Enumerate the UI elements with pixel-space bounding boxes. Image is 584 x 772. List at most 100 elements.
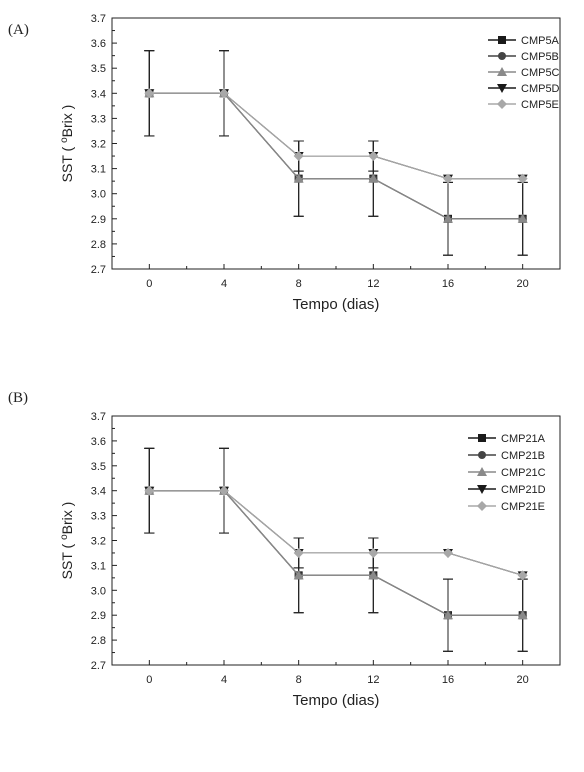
- chart-a-ytick-label: 2.8: [91, 239, 106, 251]
- chart-a-data-point: [293, 151, 304, 162]
- chart-a-legend-marker: [498, 36, 506, 44]
- chart-a-data-point: [368, 173, 379, 183]
- chart-b-data-point: [443, 547, 453, 558]
- chart-b-series-CMP21D: [144, 447, 528, 581]
- chart-a-xtick-label: 20: [517, 278, 529, 290]
- chart-a-ytick-label: 3.7: [91, 13, 106, 25]
- chart-b-xtick-label: 4: [221, 674, 227, 686]
- chart-a-data-point: [517, 213, 528, 223]
- chart-panel-b: (B) 2.7 2.8 2.9 3.0 3.1 3.2 3.3 3.4 3.5 3.6 3.7 0 4 8…: [0, 386, 584, 772]
- chart-a-ylabel: SST ( oBrix ): [59, 105, 75, 183]
- chart-b-xlabel: Tempo (dias): [293, 692, 380, 709]
- chart-a-legend-marker: [497, 84, 507, 93]
- chart-a-xlabel: Tempo (dias): [293, 296, 380, 313]
- chart-a-series-CMP5A: [144, 50, 528, 256]
- chart-a-ytick-label: 3.3: [91, 113, 106, 125]
- chart-b-legend-marker: [478, 451, 486, 459]
- chart-b-plot-frame: [111, 415, 561, 666]
- chart-b-ytick-label: 3.5: [91, 461, 106, 473]
- chart-a-series-CMP5C: [144, 50, 528, 256]
- chart-b-ytick-label: 3.3: [91, 511, 106, 523]
- chart-b-legend-label: CMP21E: [501, 501, 545, 513]
- chart-a-legend-marker: [497, 99, 507, 109]
- chart-b-series-CMP21E: [144, 447, 528, 581]
- chart-b-ytick-label: 2.7: [91, 660, 106, 672]
- chart-b-data-point: [443, 610, 453, 620]
- chart-b-series-CMP21C: [144, 447, 528, 652]
- chart-a-legend-marker: [498, 52, 506, 60]
- chart-b-ytick-label: 3.2: [91, 536, 106, 548]
- chart-a-ytick-label: 3.2: [91, 139, 106, 151]
- chart-a-legend-label: CMP5E: [521, 99, 559, 111]
- chart-b-legend-label: CMP21B: [501, 450, 545, 462]
- chart-b-xtick-label: 16: [442, 674, 454, 686]
- panel-label-a: (A): [8, 22, 29, 38]
- chart-a-data-point: [443, 213, 453, 223]
- panel-label-b: (B): [8, 390, 28, 406]
- chart-a-series-CMP5B: [144, 50, 528, 256]
- chart-a-ytick-label: 3.6: [91, 38, 106, 50]
- chart-a-data-point: [293, 173, 304, 183]
- chart-b-ytick-label: 3.1: [91, 560, 106, 572]
- chart-a-legend-label: CMP5D: [521, 83, 560, 95]
- chart-b-svg: 2.7 2.8 2.9 3.0 3.1 3.2 3.3 3.4 3.5 3.6 3.7 0 4 8 12 16…: [59, 411, 561, 709]
- chart-b-data-point: [293, 547, 304, 558]
- chart-b-ytick-label: 3.4: [91, 486, 106, 498]
- chart-b-legend: CMP21A CMP21B CMP21C CMP21D CMP21E: [468, 433, 546, 513]
- chart-a-series-CMP5E: [144, 50, 528, 184]
- chart-a-data-point: [144, 88, 155, 99]
- chart-a-ytick-label: 3.1: [91, 164, 106, 176]
- chart-b-legend-label: CMP21A: [501, 433, 546, 445]
- chart-a-data-point: [443, 173, 453, 184]
- chart-a-ytick-label: 3.0: [91, 189, 106, 201]
- chart-b-ytick-label: 2.8: [91, 635, 106, 647]
- chart-a-xtick-label: 12: [367, 278, 379, 290]
- chart-b-series-line: [149, 490, 523, 576]
- chart-b-legend-label: CMP21D: [501, 484, 546, 496]
- chart-a-data-point: [219, 88, 229, 99]
- chart-b-series-line: [149, 490, 523, 576]
- chart-a-ytick-label: 2.7: [91, 264, 106, 276]
- chart-b-series-CMP21B: [144, 447, 528, 652]
- chart-a-ytick-label: 2.9: [91, 214, 106, 226]
- chart-a-legend-label: CMP5B: [521, 51, 559, 63]
- chart-b-data-point: [144, 485, 155, 496]
- chart-b-legend-label: CMP21C: [501, 467, 546, 479]
- chart-a-xtick-label: 0: [146, 278, 152, 290]
- chart-a-series-line: [149, 92, 523, 180]
- chart-b-data-point: [368, 547, 379, 558]
- chart-panel-a: (A) 2.7 2.8 2.9 3.0 3.1 3.2 3.3 3.4 3.5 3.6 3.7 0 4 8…: [8, 13, 561, 313]
- chart-b-ytick-label: 2.9: [91, 610, 106, 622]
- chart-b-data-point: [517, 610, 528, 620]
- chart-a-series-line: [149, 92, 523, 180]
- chart-a-data-point: [368, 151, 379, 162]
- chart-b-xtick-label: 12: [367, 674, 379, 686]
- chart-b-ytick-label: 3.7: [91, 411, 106, 423]
- chart-b-xtick-label: 20: [517, 674, 529, 686]
- chart-b-data-point: [517, 570, 528, 581]
- chart-b-legend-marker: [477, 501, 487, 511]
- chart-b-legend-marker: [477, 467, 487, 476]
- chart-b-ytick-label: 3.0: [91, 585, 106, 597]
- chart-a-legend: CMP5A CMP5B CMP5C CMP5D CMP5E: [488, 35, 560, 111]
- chart-b-legend-marker: [478, 434, 486, 442]
- chart-b-xtick-label: 0: [146, 674, 152, 686]
- chart-b-ylabel: SST ( oBrix ): [59, 502, 75, 580]
- chart-b-data-point: [293, 570, 304, 580]
- chart-b-series-CMP21A: [144, 447, 528, 652]
- chart-a-legend-label: CMP5A: [521, 35, 560, 47]
- chart-b-data-point: [368, 570, 379, 580]
- chart-a-data-point: [517, 173, 528, 184]
- chart-b-xtick-label: 8: [296, 674, 302, 686]
- chart-a-series-CMP5D: [144, 50, 528, 184]
- chart-a-legend-label: CMP5C: [521, 67, 560, 79]
- chart-a-svg: 2.7 2.8 2.9 3.0 3.1 3.2 3.3 3.4 3.5 3.6 3.7 0 4 8 12 16…: [59, 13, 561, 313]
- chart-b-legend-marker: [477, 485, 487, 494]
- chart-a-xtick-label: 8: [296, 278, 302, 290]
- chart-b-ytick-label: 3.6: [91, 436, 106, 448]
- chart-a-legend-marker: [497, 67, 507, 76]
- chart-a-ytick-label: 3.5: [91, 63, 106, 75]
- chart-a-xtick-label: 16: [442, 278, 454, 290]
- chart-a-xtick-label: 4: [221, 278, 227, 290]
- chart-b-data-point: [219, 485, 229, 496]
